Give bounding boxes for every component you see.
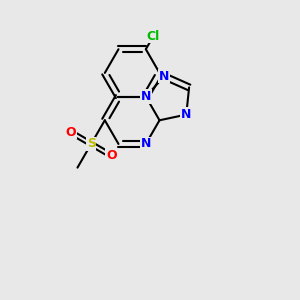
Text: S: S xyxy=(87,137,96,151)
Text: N: N xyxy=(159,70,169,83)
Text: N: N xyxy=(181,108,191,121)
Text: Cl: Cl xyxy=(147,30,160,43)
Text: N: N xyxy=(141,90,151,103)
Text: O: O xyxy=(66,126,76,139)
Text: N: N xyxy=(141,137,151,151)
Text: O: O xyxy=(106,149,117,162)
